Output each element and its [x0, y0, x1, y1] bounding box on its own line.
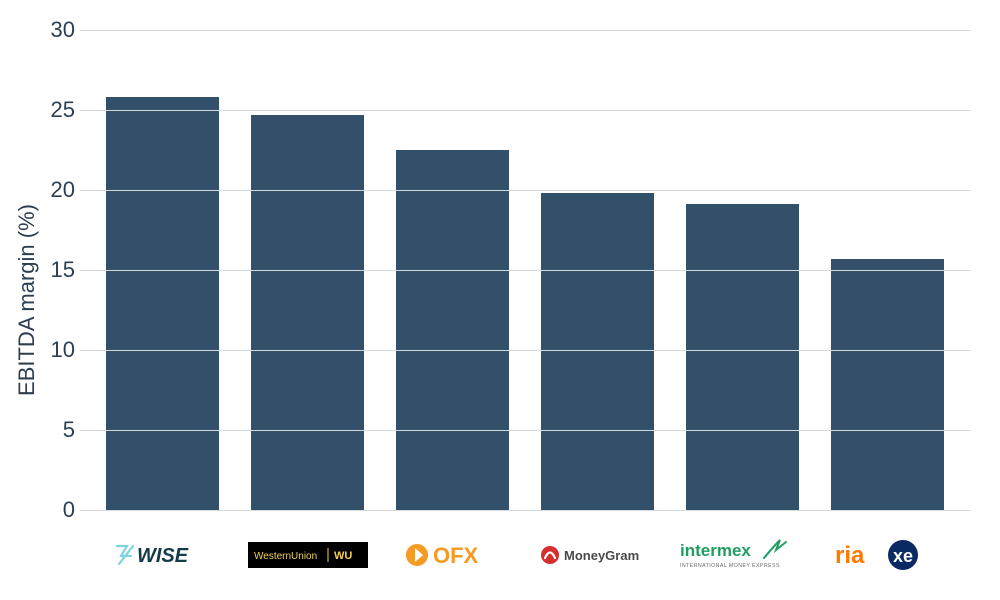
- y-tick-label: 25: [35, 97, 75, 123]
- bar-ofx: [396, 150, 509, 510]
- svg-text:xe: xe: [892, 546, 912, 566]
- wu-wordmark: WesternUnion: [254, 551, 317, 562]
- bar-western-union: [251, 115, 364, 510]
- y-tick-label: 5: [35, 417, 75, 443]
- moneygram-icon: [541, 546, 559, 564]
- intermex-subtext: INTERNATIONAL MONEY EXPRESS: [680, 563, 780, 569]
- x-axis-logos: WISE WesternUnion WU OFX MoneyGram: [80, 530, 970, 580]
- ofx-wordmark: OFX: [433, 543, 479, 568]
- wise-wordmark: WISE: [137, 545, 189, 567]
- bar-intermex: [686, 204, 799, 510]
- logo-ria-xe: ria xe: [815, 535, 960, 575]
- y-tick-label: 0: [35, 497, 75, 523]
- gridline: [80, 30, 970, 31]
- bar-moneygram: [541, 193, 654, 510]
- wu-monogram: WU: [334, 550, 352, 562]
- gridline: [80, 430, 970, 431]
- moneygram-wordmark: MoneyGram: [564, 548, 639, 563]
- y-tick-label: 30: [35, 17, 75, 43]
- gridline: [80, 190, 970, 191]
- xe-badge: xe: [888, 540, 918, 570]
- gridline: [80, 510, 970, 511]
- y-tick-label: 10: [35, 337, 75, 363]
- intermex-arrow-icon: [764, 540, 786, 558]
- gridline: [80, 270, 970, 271]
- logo-western-union: WesternUnion WU: [235, 535, 380, 575]
- gridline: [80, 110, 970, 111]
- logo-moneygram: MoneyGram: [525, 535, 670, 575]
- logo-intermex: intermex INTERNATIONAL MONEY EXPRESS: [670, 535, 815, 575]
- intermex-wordmark: intermex: [680, 541, 751, 560]
- y-tick-label: 15: [35, 257, 75, 283]
- wise-icon: [117, 546, 133, 564]
- gridline: [80, 350, 970, 351]
- ria-wordmark: ria: [835, 542, 865, 569]
- plot-area: 051015202530: [80, 30, 970, 510]
- y-axis-label: EBITDA margin (%): [14, 204, 40, 396]
- bar-wise: [106, 97, 219, 510]
- bar-ria-xe: [831, 259, 944, 510]
- ebitda-margin-bar-chart: EBITDA margin (%) 051015202530 WISE West…: [0, 0, 1000, 600]
- logo-wise: WISE: [90, 535, 235, 575]
- logo-ofx: OFX: [380, 535, 525, 575]
- y-tick-label: 20: [35, 177, 75, 203]
